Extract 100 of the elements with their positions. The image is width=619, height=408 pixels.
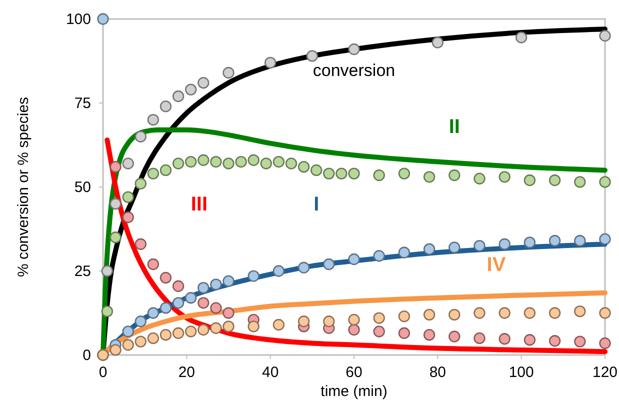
point <box>160 100 172 112</box>
point <box>210 322 222 334</box>
point <box>574 234 586 247</box>
y-axis-title: % conversion or % species <box>15 96 32 278</box>
point <box>398 310 410 322</box>
point <box>599 307 611 319</box>
point <box>172 327 184 340</box>
point <box>448 169 460 182</box>
point <box>548 234 561 247</box>
point <box>323 258 335 270</box>
point <box>185 326 197 338</box>
point <box>574 176 586 188</box>
point <box>198 324 210 336</box>
point <box>432 36 444 48</box>
x-tick-label: 40 <box>262 364 279 381</box>
point <box>298 262 310 274</box>
point <box>548 335 561 347</box>
point <box>524 174 536 186</box>
point <box>198 282 210 294</box>
point <box>134 178 146 190</box>
point <box>474 240 486 252</box>
x-axis-title: time (min) <box>320 383 388 400</box>
point <box>122 339 134 351</box>
point <box>310 164 322 176</box>
point <box>336 168 348 180</box>
point <box>348 324 360 336</box>
point <box>515 32 528 44</box>
y-tick-label: 50 <box>74 179 91 196</box>
point <box>272 318 285 331</box>
point <box>423 171 436 183</box>
point <box>160 328 172 341</box>
point <box>599 233 611 245</box>
point <box>448 330 460 342</box>
point <box>172 297 184 309</box>
point <box>134 130 146 142</box>
point <box>348 168 360 180</box>
point <box>160 272 172 284</box>
point <box>110 344 122 356</box>
series-label: conversion <box>312 61 396 80</box>
point <box>110 232 122 244</box>
point <box>134 238 146 250</box>
point <box>373 326 385 338</box>
point <box>160 164 172 176</box>
point <box>122 326 134 338</box>
point <box>348 253 360 266</box>
point <box>599 337 611 350</box>
point <box>524 307 536 319</box>
point <box>222 158 234 170</box>
point <box>134 336 146 348</box>
series-label: II <box>448 116 460 138</box>
point <box>448 242 460 254</box>
x-tick-label: 20 <box>178 364 196 381</box>
point <box>210 278 222 290</box>
point <box>147 258 160 270</box>
point <box>373 169 385 182</box>
point <box>210 302 222 314</box>
point <box>498 238 510 250</box>
text: III <box>190 194 208 216</box>
point <box>599 176 611 188</box>
point <box>423 308 436 321</box>
text: I <box>314 194 320 216</box>
y-tick-label: 0 <box>82 347 91 364</box>
point <box>298 160 310 173</box>
point <box>285 158 298 170</box>
point <box>101 265 114 277</box>
point <box>474 307 486 319</box>
x-tick-label: 80 <box>429 364 446 381</box>
point <box>548 174 561 186</box>
x-tick-label: 100 <box>508 364 534 381</box>
x-tick-label: 120 <box>592 364 618 381</box>
point <box>398 168 410 180</box>
point <box>298 316 310 328</box>
point <box>498 307 510 319</box>
point <box>264 56 276 69</box>
point <box>160 302 172 314</box>
point <box>172 158 184 170</box>
point <box>398 246 410 258</box>
point <box>122 191 134 203</box>
point <box>248 320 260 332</box>
point <box>398 327 410 340</box>
point <box>147 332 160 344</box>
y-tick-label: 75 <box>74 95 91 112</box>
point <box>147 307 160 319</box>
point <box>198 76 210 89</box>
point <box>548 307 561 319</box>
point <box>110 198 122 210</box>
point <box>172 280 184 292</box>
point <box>134 316 146 328</box>
point <box>185 292 197 304</box>
point <box>122 211 134 224</box>
point <box>524 236 536 248</box>
point <box>373 312 385 324</box>
point <box>222 66 234 79</box>
point <box>260 158 272 170</box>
point <box>348 43 360 56</box>
point <box>235 156 247 168</box>
point <box>110 160 122 173</box>
point <box>198 154 210 166</box>
point <box>306 50 318 62</box>
point <box>498 171 510 183</box>
